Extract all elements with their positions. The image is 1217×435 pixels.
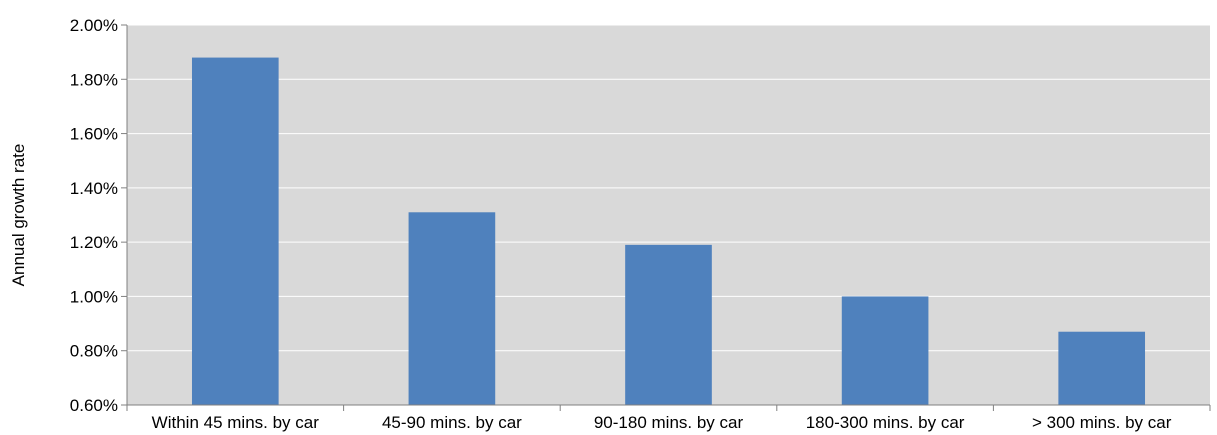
- bars: [191, 57, 1146, 405]
- bar-5: [1058, 331, 1146, 405]
- bar-3: [625, 244, 712, 405]
- x-tick-label: > 300 mins. by car: [1032, 413, 1172, 432]
- x-tick-labels: Within 45 mins. by car 45-90 mins. by car…: [126, 405, 1211, 432]
- y-tick-label: 1.60%: [70, 125, 118, 144]
- bar-2: [408, 212, 496, 405]
- y-tick-label: 1.00%: [70, 287, 118, 306]
- y-tick-label: 1.80%: [70, 70, 118, 89]
- y-axis-title: Annual growth rate: [9, 144, 28, 287]
- y-tick-label: 0.60%: [70, 396, 118, 415]
- y-tick-label: 0.80%: [70, 342, 118, 361]
- axes: [126, 25, 1210, 406]
- y-tick-labels: 0.60% 0.80% 1.00% 1.20% 1.40% 1.60% 1.80% 2.00%: [70, 16, 127, 415]
- x-tick-label: 90-180 mins. by car: [594, 413, 744, 432]
- bar-4: [841, 296, 929, 405]
- y-tick-label: 1.20%: [70, 233, 118, 252]
- x-tick-label: Within 45 mins. by car: [152, 413, 320, 432]
- x-tick-label: 180-300 mins. by car: [806, 413, 965, 432]
- y-tick-label: 2.00%: [70, 16, 118, 35]
- y-tick-label: 1.40%: [70, 179, 118, 198]
- bar-1: [191, 57, 279, 405]
- x-tick-label: 45-90 mins. by car: [382, 413, 522, 432]
